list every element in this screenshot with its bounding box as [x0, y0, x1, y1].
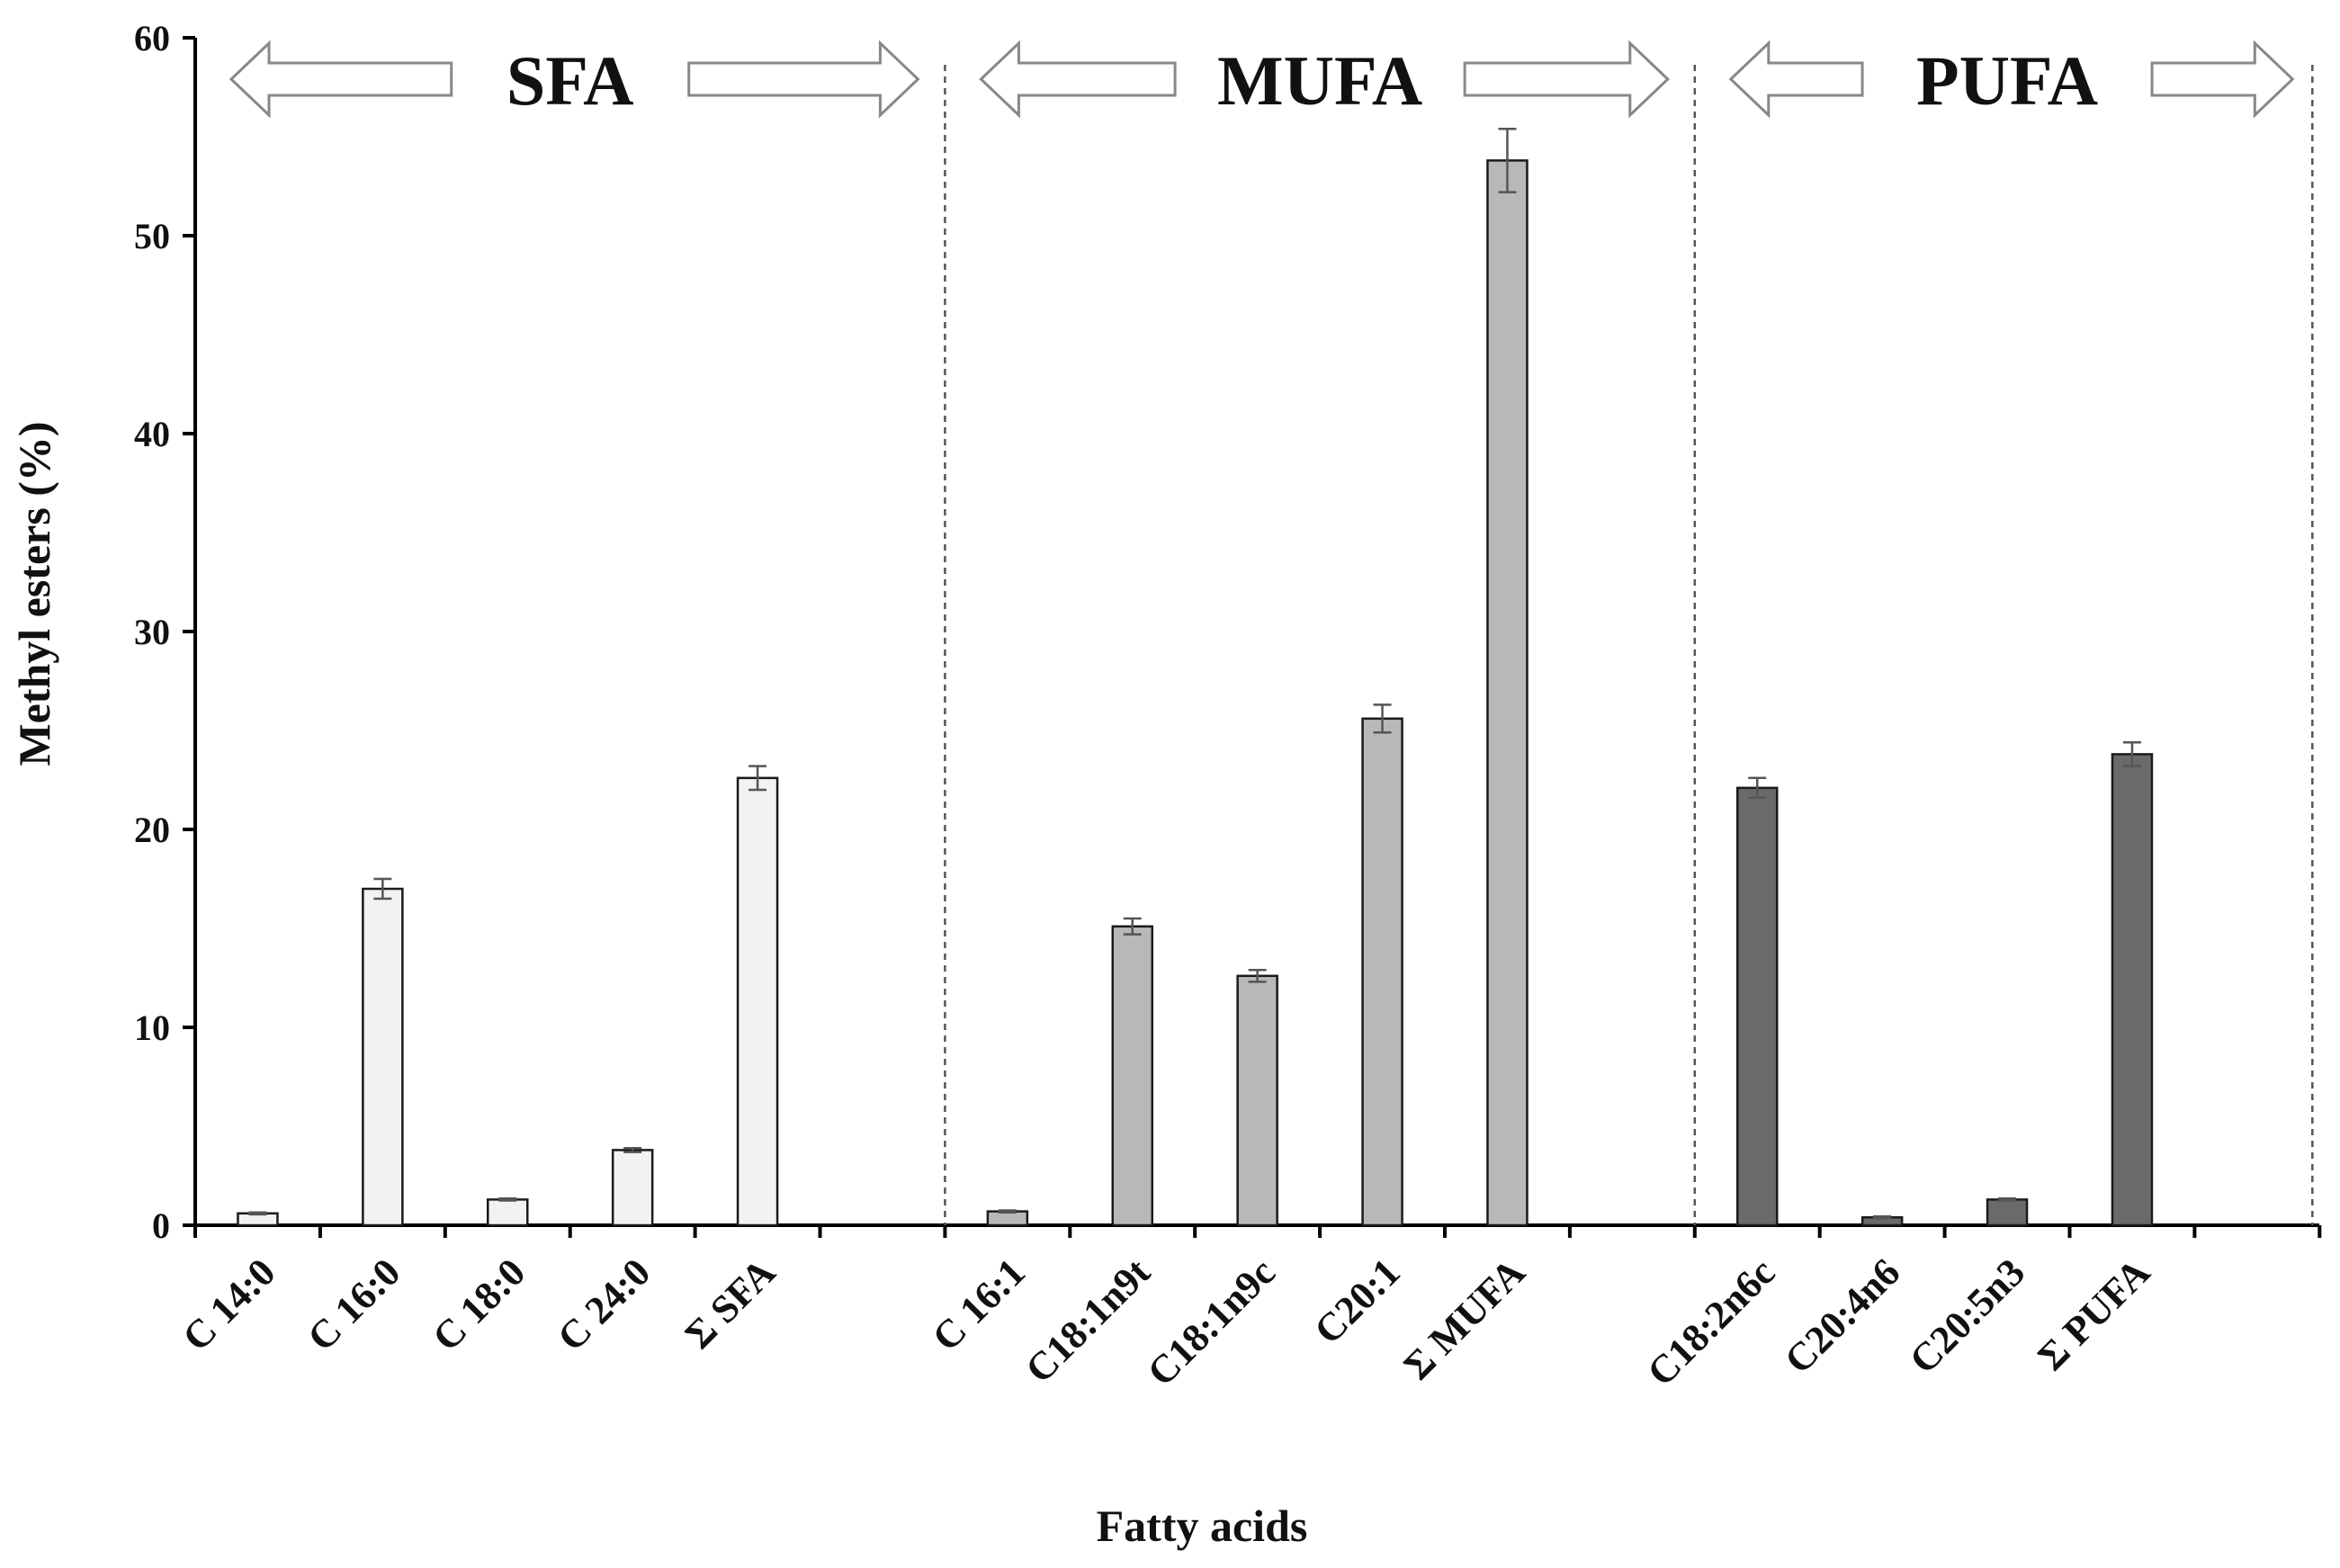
bar: [1486, 159, 1529, 1227]
category-label: C18:1n9c: [1139, 1250, 1284, 1394]
bar: [2111, 753, 2154, 1227]
category-label: C 18:0: [424, 1250, 533, 1359]
group-label-mufa: MUFA: [1217, 41, 1422, 120]
y-tick-label: 20: [134, 810, 170, 850]
category-label: C20:4n6: [1776, 1250, 1908, 1382]
bar: [611, 1149, 654, 1227]
y-tick-label: 0: [152, 1205, 170, 1246]
category-label: C 16:1: [924, 1250, 1034, 1359]
category-label: C20:5n3: [1901, 1250, 2033, 1382]
bar: [487, 1198, 529, 1227]
left-arrow-icon: [979, 40, 1177, 119]
y-tick-label: 10: [134, 1008, 170, 1048]
group-separators: [944, 65, 2314, 1225]
bar: [1986, 1198, 2029, 1227]
right-arrow-icon: [687, 40, 920, 119]
category-labels: C 14:0 C 16:0 C 18:0 C 24:0 Σ SFA C 16:1C18:1…: [175, 1250, 2159, 1394]
x-axis: [193, 1223, 2322, 1238]
category-label: C 16:0: [299, 1250, 408, 1359]
right-arrow-icon: [2150, 40, 2295, 119]
group-headers: SFA MUFA PUFA: [229, 40, 2295, 120]
left-arrow-icon: [1728, 40, 1864, 119]
left-arrow-icon: [229, 40, 453, 119]
bar: [1236, 974, 1278, 1227]
bar: [1736, 786, 1779, 1227]
category-label: Σ SFA: [677, 1250, 784, 1357]
right-arrow-icon: [1463, 40, 1670, 119]
y-tick-label: 40: [134, 414, 170, 454]
group-label-sfa: SFA: [507, 41, 634, 120]
bar: [1361, 717, 1403, 1227]
category-label: C20:1: [1305, 1250, 1408, 1352]
y-axis: 0 10 20 30 40 50 60: [134, 18, 197, 1246]
bar: [362, 887, 404, 1227]
y-axis-title: Methyl esters (%): [9, 421, 59, 766]
category-label: C18:1n9t: [1017, 1250, 1159, 1392]
bar: [1111, 925, 1153, 1227]
group-label-pufa: PUFA: [1916, 41, 2098, 120]
category-label: Σ PUFA: [2030, 1250, 2159, 1379]
category-label: C 24:0: [549, 1250, 659, 1359]
y-tick-label: 60: [134, 18, 170, 58]
y-tick-label: 30: [134, 612, 170, 652]
category-label: C18:2n6c: [1638, 1250, 1783, 1394]
y-tick-label: 50: [134, 216, 170, 256]
bar: [736, 776, 779, 1227]
category-label: Σ MUFA: [1395, 1250, 1534, 1388]
x-axis-title: Fatty acids: [1097, 1501, 1308, 1551]
category-label: C 14:0: [175, 1250, 284, 1359]
bars: [237, 127, 2154, 1227]
